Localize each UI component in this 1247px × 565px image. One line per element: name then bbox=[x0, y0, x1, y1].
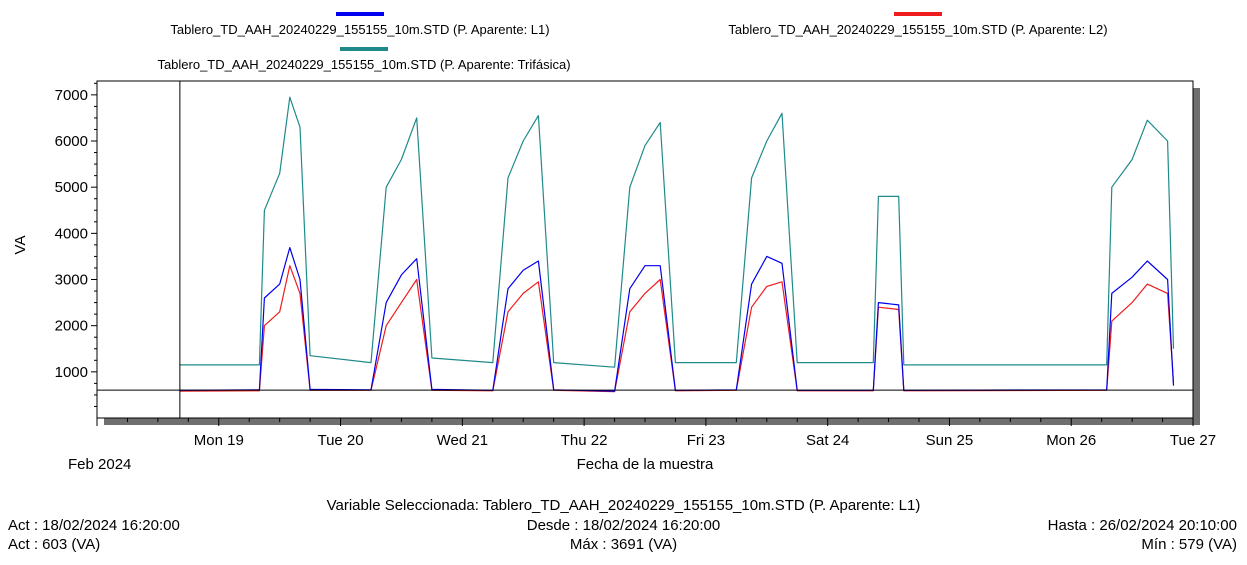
max-value: Máx : 3691 (VA) bbox=[569, 536, 678, 553]
x-tick-label: Sun 25 bbox=[926, 432, 974, 449]
min-value: Mín : 579 (VA) bbox=[1141, 536, 1237, 553]
legend-label-2: Tablero_TD_AAH_20240229_155155_10m.STD (… bbox=[157, 57, 570, 72]
plot-area bbox=[96, 80, 1194, 419]
act-value: Act : 603 (VA) bbox=[8, 536, 101, 553]
x-axis: Mon 19 Tue 20 Wed 21 Thu 22 Fri 23 Sat 24 Sun … bbox=[96, 418, 1216, 449]
x-tick-label: Tue 20 bbox=[317, 432, 363, 449]
y-tick-label: 1000 bbox=[55, 364, 88, 381]
legend-label-1: Tablero_TD_AAH_20240229_155155_10m.STD (… bbox=[728, 22, 1107, 37]
legend-label-0: Tablero_TD_AAH_20240229_155155_10m.STD (… bbox=[170, 22, 549, 37]
legend: Tablero_TD_AAH_20240229_155155_10m.STD (… bbox=[157, 12, 1108, 72]
x-tick-label: Sat 24 bbox=[806, 432, 849, 449]
y-tick-label: 6000 bbox=[55, 133, 88, 150]
x-tick-label: Mon 19 bbox=[194, 432, 244, 449]
legend-swatch-0 bbox=[336, 12, 384, 16]
series-line-2 bbox=[179, 96, 1175, 368]
x-tick-label: Wed 21 bbox=[437, 432, 488, 449]
y-tick-label: 7000 bbox=[55, 87, 88, 104]
y-tick-label: 5000 bbox=[55, 179, 88, 196]
legend-swatch-1 bbox=[894, 12, 942, 16]
y-tick-label: 4000 bbox=[55, 225, 88, 242]
x-axis-sublabel: Feb 2024 bbox=[68, 456, 131, 473]
x-tick-label: Tue 27 bbox=[1170, 432, 1216, 449]
y-tick-label: 3000 bbox=[55, 272, 88, 289]
x-axis-label: Fecha de la muestra bbox=[577, 456, 714, 473]
y-axis: 1000 2000 3000 4000 5000 6000 7000 bbox=[55, 82, 97, 407]
act-date: Act : 18/02/2024 16:20:00 bbox=[8, 517, 180, 534]
chart: Tablero_TD_AAH_20240229_155155_10m.STD (… bbox=[12, 12, 1216, 473]
legend-swatch-2 bbox=[340, 47, 388, 51]
desde: Desde : 18/02/2024 16:20:00 bbox=[526, 517, 721, 534]
x-tick-label: Thu 22 bbox=[561, 432, 608, 449]
hasta: Hasta : 26/02/2024 20:10:00 bbox=[1047, 517, 1237, 534]
x-tick-label: Mon 26 bbox=[1046, 432, 1096, 449]
x-tick-label: Fri 23 bbox=[687, 432, 725, 449]
y-axis-label: VA bbox=[12, 236, 29, 255]
y-tick-label: 2000 bbox=[55, 318, 88, 335]
selected-variable: Variable Seleccionada: Tablero_TD_AAH_20… bbox=[326, 497, 921, 514]
